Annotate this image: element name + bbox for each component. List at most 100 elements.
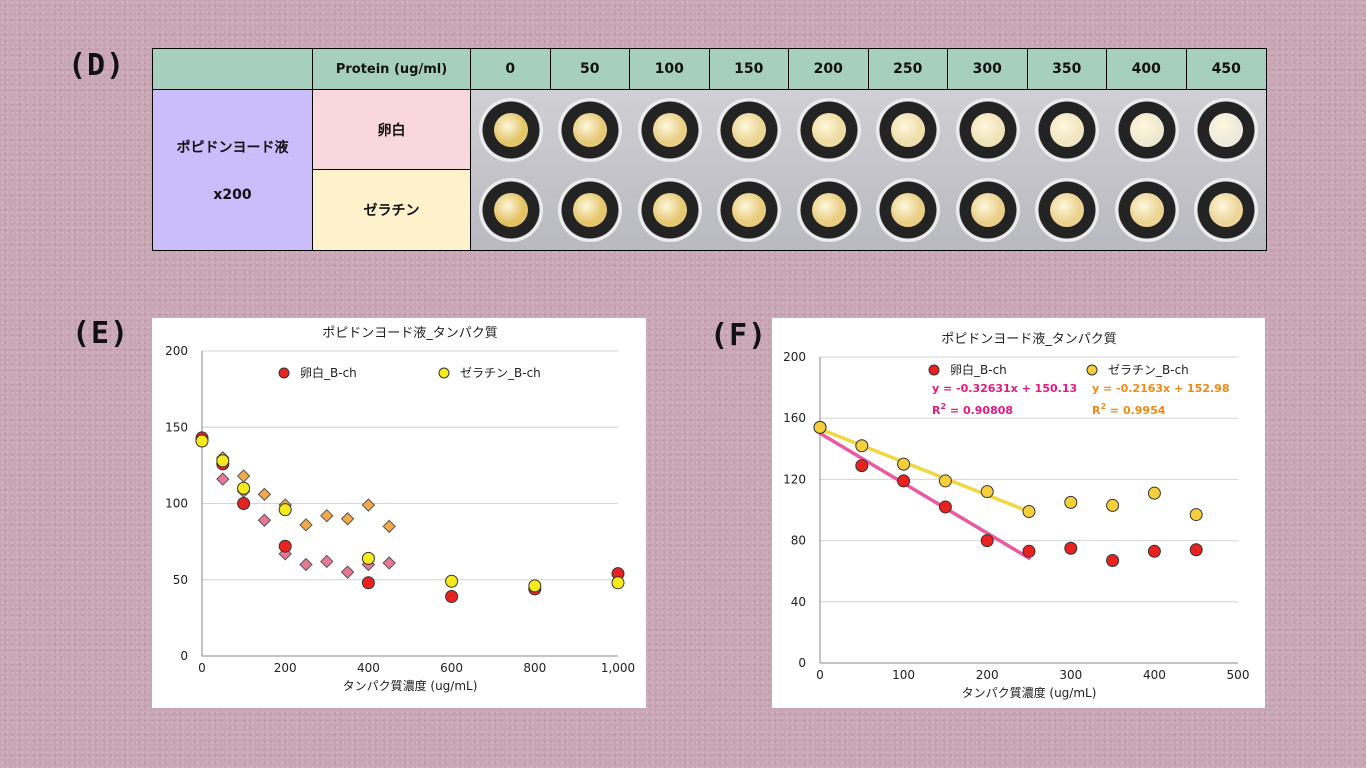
concentration-header-100: 100 bbox=[630, 49, 710, 90]
well-sample bbox=[891, 113, 926, 147]
legend-marker bbox=[278, 367, 290, 379]
y-tick-label: 200 bbox=[165, 344, 188, 358]
well-ring bbox=[478, 98, 543, 162]
well-sample bbox=[1129, 113, 1164, 147]
chart-e-box: ポピドンヨード液_タンパク質 0 50 100 150 200 0 200 400 600 800 1… bbox=[152, 318, 646, 708]
concentration-header-0: 0 bbox=[471, 49, 551, 90]
trendline-ゼラチン_B-ch bbox=[818, 427, 1031, 514]
data-point bbox=[897, 474, 911, 488]
data-point bbox=[1022, 505, 1036, 519]
panel-label-e: (E) bbox=[72, 316, 130, 351]
well-ring bbox=[1114, 98, 1179, 162]
well-egg-white-0 bbox=[471, 90, 551, 170]
row-label-gelatin-text: ゼラチン bbox=[363, 203, 420, 219]
data-point bbox=[855, 459, 869, 473]
x-tick-label: 300 bbox=[1059, 668, 1082, 682]
data-point-diamond bbox=[382, 519, 396, 534]
well-ring bbox=[1035, 98, 1100, 162]
r-squared: R2 = 0.90808 bbox=[932, 402, 1013, 417]
concentration-header-400: 400 bbox=[1107, 49, 1187, 90]
x-tick-label: 0 bbox=[816, 668, 824, 682]
data-point bbox=[195, 434, 209, 448]
data-point bbox=[237, 481, 251, 495]
y-tick-label: 0 bbox=[180, 649, 188, 663]
well-egg-white-450 bbox=[1187, 90, 1267, 170]
data-point-diamond bbox=[340, 512, 355, 526]
well-sample bbox=[811, 113, 846, 147]
well-gelatin-400 bbox=[1107, 170, 1187, 250]
well-egg-white-250 bbox=[869, 90, 949, 170]
well-sample bbox=[573, 113, 608, 147]
y-tick-label: 80 bbox=[791, 534, 806, 548]
well-ring bbox=[876, 178, 941, 242]
concentration-header-150: 150 bbox=[709, 49, 789, 90]
well-ring bbox=[796, 98, 861, 162]
well-sample bbox=[493, 193, 528, 227]
table-corner-cell bbox=[153, 49, 313, 90]
data-point bbox=[1147, 486, 1161, 500]
well-egg-white-350 bbox=[1028, 90, 1108, 170]
data-point bbox=[237, 497, 251, 510]
trend-equation: y = -0.32631x + 150.13 bbox=[932, 382, 1077, 395]
data-point-diamond bbox=[257, 487, 272, 502]
x-axis-label: タンパク質濃度 (ug/mL) bbox=[962, 685, 1097, 700]
y-tick-label: 0 bbox=[798, 656, 806, 670]
well-sample bbox=[1050, 193, 1085, 227]
data-point bbox=[1189, 508, 1203, 522]
well-gelatin-450 bbox=[1187, 170, 1267, 250]
data-point bbox=[938, 500, 952, 514]
legend-marker bbox=[1086, 364, 1098, 376]
well-ring bbox=[558, 98, 623, 162]
well-sample bbox=[970, 113, 1005, 147]
well-gelatin-350 bbox=[1028, 170, 1108, 250]
chart-f: ポピドンヨード液_タンパク質 0 40 80 120 160 200 0 100 200 300 40… bbox=[783, 332, 1250, 700]
data-point-diamond bbox=[361, 498, 376, 512]
concentration-header-350: 350 bbox=[1027, 49, 1107, 90]
well-sample bbox=[1050, 113, 1085, 147]
data-point bbox=[1022, 544, 1036, 558]
legend-marker bbox=[928, 364, 940, 376]
data-point bbox=[1106, 553, 1120, 567]
panel-label-f: (F) bbox=[710, 318, 768, 353]
concentration-header-50: 50 bbox=[550, 49, 630, 90]
well-sample bbox=[732, 193, 767, 227]
data-point-diamond bbox=[340, 565, 355, 579]
well-gelatin-50 bbox=[551, 170, 631, 250]
x-tick-label: 400 bbox=[1143, 668, 1166, 682]
reagent-cell: ポピドンヨード液 x200 bbox=[153, 90, 313, 250]
data-point bbox=[445, 590, 459, 604]
chart-title: ポピドンヨード液_タンパク質 bbox=[322, 326, 498, 341]
concentration-header-450: 450 bbox=[1186, 49, 1266, 90]
protein-header-label: Protein (ug/ml) bbox=[335, 61, 448, 77]
well-gelatin-250 bbox=[869, 170, 949, 250]
r-squared: R2 = 0.9954 bbox=[1092, 402, 1166, 417]
well-ring bbox=[1114, 178, 1179, 242]
trend-equation: y = -0.2163x + 152.98 bbox=[1092, 382, 1229, 395]
data-point bbox=[278, 503, 292, 517]
legend-label: 卵白_B-ch bbox=[300, 365, 357, 380]
well-sample bbox=[1209, 113, 1244, 147]
x-tick-label: 800 bbox=[523, 661, 546, 675]
concentration-header-200: 200 bbox=[789, 49, 869, 90]
well-sample bbox=[1129, 193, 1164, 227]
well-ring bbox=[717, 178, 782, 242]
chart-e: ポピドンヨード液_タンパク質 0 50 100 150 200 0 200 400 600 800 1… bbox=[165, 326, 635, 693]
protein-header-cell: Protein (ug/ml) bbox=[313, 49, 471, 90]
data-point bbox=[897, 457, 911, 471]
x-tick-label: 500 bbox=[1227, 668, 1250, 682]
y-tick-label: 40 bbox=[791, 595, 806, 609]
data-point bbox=[361, 576, 375, 590]
data-point bbox=[1147, 544, 1161, 558]
well-ring bbox=[796, 178, 861, 242]
data-point-diamond bbox=[299, 518, 313, 532]
well-ring bbox=[1194, 98, 1259, 162]
well-ring bbox=[717, 98, 782, 162]
well-ring bbox=[955, 178, 1020, 242]
data-point bbox=[980, 485, 994, 499]
row-label-egg-white-text: 卵白 bbox=[377, 122, 406, 139]
well-gelatin-100 bbox=[630, 170, 710, 250]
chart-title: ポピドンヨード液_タンパク質 bbox=[941, 332, 1117, 347]
legend-label: 卵白_B-ch bbox=[950, 362, 1007, 377]
data-point-diamond bbox=[236, 469, 251, 483]
row-label-egg-white: 卵白 bbox=[313, 90, 471, 170]
